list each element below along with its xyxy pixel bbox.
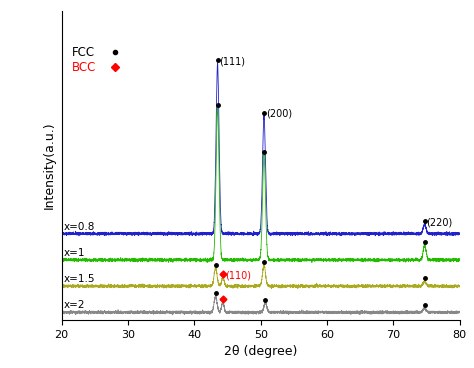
Text: BCC: BCC [72, 61, 96, 74]
Text: (111): (111) [219, 57, 246, 67]
Text: x=0.8: x=0.8 [64, 222, 95, 231]
Text: x=1: x=1 [64, 248, 85, 258]
Text: x=2: x=2 [64, 300, 85, 310]
Text: (200): (200) [266, 109, 292, 119]
X-axis label: 2θ (degree): 2θ (degree) [224, 346, 297, 358]
Text: (110): (110) [225, 270, 251, 280]
Text: (220): (220) [427, 218, 453, 228]
Text: FCC: FCC [72, 46, 95, 59]
Y-axis label: Intensity(a.u.): Intensity(a.u.) [43, 122, 56, 209]
Text: x=1.5: x=1.5 [64, 274, 95, 284]
